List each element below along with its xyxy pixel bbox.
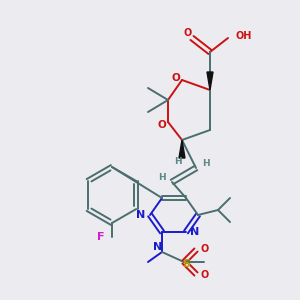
Text: O: O (201, 270, 209, 280)
Text: O: O (184, 28, 192, 38)
Polygon shape (207, 72, 213, 90)
Text: H: H (174, 158, 182, 166)
Text: N: N (190, 227, 200, 237)
Text: N: N (153, 242, 163, 252)
Text: H: H (202, 158, 210, 167)
Text: O: O (172, 73, 180, 83)
Text: S: S (182, 259, 190, 269)
Text: F: F (97, 232, 104, 242)
Text: H: H (158, 172, 166, 182)
Text: O: O (158, 120, 166, 130)
Text: OH: OH (236, 31, 252, 41)
Text: O: O (201, 244, 209, 254)
Text: N: N (136, 210, 146, 220)
Polygon shape (179, 140, 185, 158)
